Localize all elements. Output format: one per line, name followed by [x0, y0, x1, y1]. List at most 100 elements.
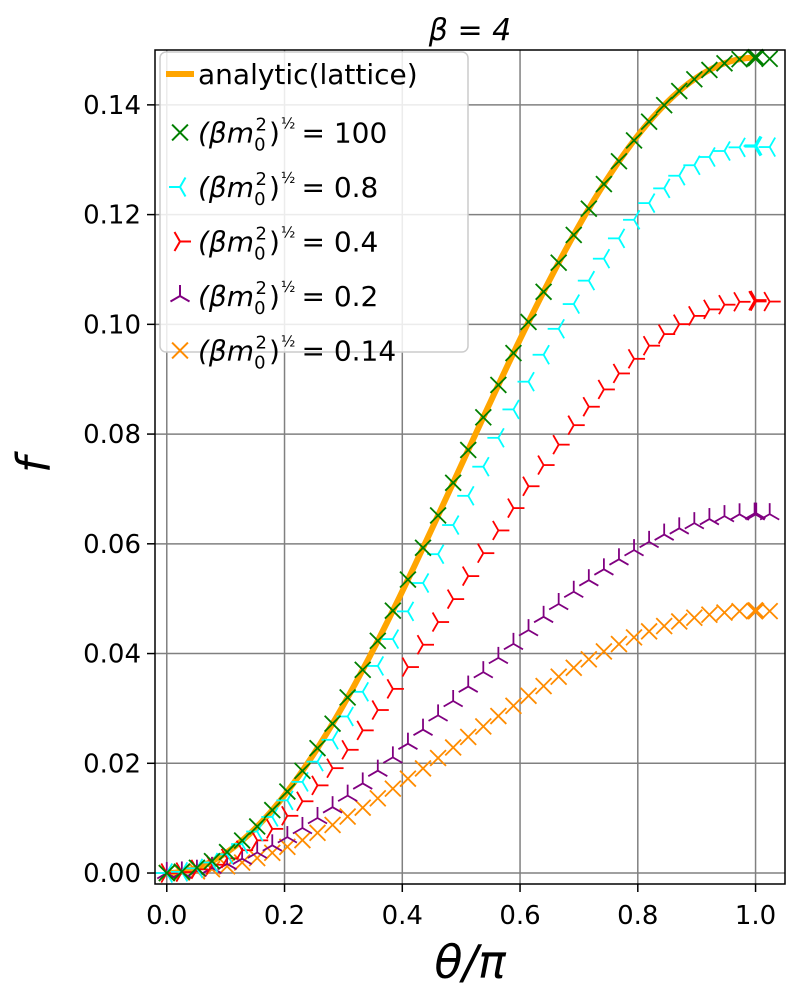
data-point [562, 294, 581, 315]
legend-item: (βm02)½ = 0.2 [169, 278, 378, 319]
data-point [625, 131, 643, 149]
data-point [233, 831, 251, 850]
series-m014 [158, 601, 779, 882]
data-point [444, 738, 462, 757]
x-tick-label: 0.8 [617, 901, 658, 931]
data-point-peak [744, 135, 763, 157]
data-point [672, 314, 691, 335]
data-point [366, 655, 385, 676]
data-point [235, 840, 254, 861]
data-point [653, 178, 671, 199]
data-point [700, 61, 718, 79]
data-point [535, 283, 553, 301]
data-point [502, 399, 520, 420]
data-point [322, 796, 343, 814]
data-point [612, 363, 630, 384]
data-point [639, 530, 660, 549]
data-point [758, 137, 776, 158]
legend-marker-swatch [169, 176, 187, 198]
legend-label: (βm02)½ = 100 [198, 115, 387, 156]
data-point [281, 805, 299, 826]
data-point [247, 841, 268, 859]
data-point [397, 732, 418, 750]
data-point [655, 96, 673, 114]
data-point [218, 857, 236, 875]
data-point [277, 826, 298, 844]
data-point [518, 619, 539, 637]
data-point [519, 687, 538, 705]
data-point [248, 817, 266, 836]
data-point [428, 704, 449, 722]
data-point [341, 739, 359, 760]
data-point [532, 344, 550, 365]
legend-marker-swatch [173, 231, 191, 252]
data-point [550, 668, 568, 686]
data-point [414, 539, 432, 557]
data-point [472, 456, 490, 477]
data-point [308, 824, 327, 842]
legend-marker-swatch [171, 123, 189, 142]
data-point [278, 782, 296, 801]
data-point [592, 248, 611, 269]
data-point [457, 485, 475, 506]
legend-item: analytic(lattice) [166, 58, 418, 91]
series-m100 [158, 48, 779, 882]
data-point [627, 348, 646, 369]
data-point [382, 746, 403, 764]
data-point [547, 318, 565, 339]
data-point [158, 864, 176, 882]
data-point [550, 254, 568, 272]
data-point [683, 155, 701, 176]
plot-area-frame [154, 49, 786, 885]
data-point [595, 175, 613, 193]
data-point [670, 82, 688, 100]
legend-label: (βm02)½ = 0.4 [198, 224, 378, 265]
data-point [367, 759, 388, 777]
data-point [487, 427, 505, 448]
data-point [477, 543, 495, 564]
data-point [565, 659, 583, 677]
data-point [276, 790, 294, 811]
legend-label: analytic(lattice) [198, 58, 418, 91]
y-tick-label: 0.00 [83, 859, 141, 889]
y-tick-label: 0.14 [83, 91, 141, 121]
y-tick-label: 0.04 [83, 640, 141, 670]
data-point [444, 474, 462, 492]
legend-marker-swatch [171, 341, 189, 360]
data-point [698, 147, 716, 167]
data-point [291, 771, 309, 792]
x-tick-label: 0.2 [264, 901, 305, 931]
data-point-peak [746, 48, 765, 67]
data-point [321, 729, 339, 750]
data-point [369, 789, 387, 807]
data-point [761, 602, 779, 620]
data-point [504, 344, 523, 362]
data-point [730, 50, 749, 68]
data-point [607, 228, 626, 249]
data-point [414, 759, 432, 777]
data-point [522, 476, 540, 497]
data-point [308, 739, 327, 757]
data-point [459, 728, 477, 746]
legend: analytic(lattice) (βm02)½ = 100 (βm02)½ = 0.… [159, 51, 469, 374]
legend-item: (βm02)½ = 0.8 [169, 169, 378, 210]
data-point [713, 141, 731, 161]
data-point [443, 690, 464, 708]
data-point [381, 629, 400, 650]
data-point [413, 718, 433, 736]
data-point [371, 700, 389, 720]
data-point [461, 566, 480, 587]
data-point [640, 113, 658, 131]
data-point [625, 628, 643, 646]
data-point [595, 642, 613, 660]
data-point [431, 612, 450, 633]
data-point [266, 818, 284, 839]
legend-marker-swatch [169, 285, 191, 303]
data-point [324, 816, 342, 834]
data-point [173, 863, 191, 881]
data-point [263, 801, 281, 819]
data-point [730, 602, 749, 620]
data-point [492, 520, 510, 541]
data-point [399, 571, 417, 589]
